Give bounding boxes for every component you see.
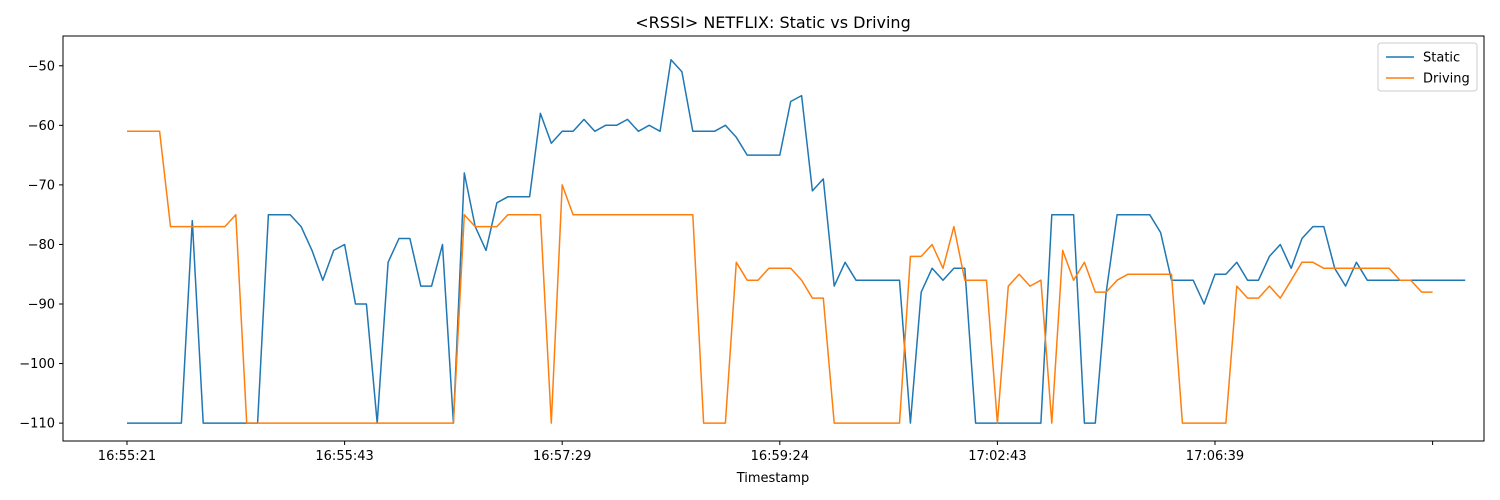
y-tick-label: −110 [19,417,55,432]
chart-title: <RSSI> NETFLIX: Static vs Driving [635,13,910,32]
series-line-static [127,59,1466,424]
y-tick-label: −100 [19,357,55,372]
x-tick-label: 16:55:43 [315,449,373,464]
y-tick-label: −60 [28,119,55,134]
y-axis: −110 −100 −90 −80 −70 −60 −50 [19,59,63,432]
legend-box [1377,42,1478,92]
x-tick-label: 17:02:43 [968,449,1026,464]
x-axis: 16:55:21 16:55:43 16:57:29 16:59:24 17:02:43… [98,441,1434,464]
series-layer [127,59,1466,424]
x-tick-label: 16:57:29 [533,449,591,464]
x-tick-label: 17:06:39 [1186,449,1244,464]
legend-label-static: Static [1423,51,1460,66]
y-tick-label: −90 [28,298,55,313]
x-axis-title: Timestamp [736,471,810,486]
y-tick-label: −70 [28,178,55,193]
plot-frame [62,35,1485,442]
y-tick-label: −80 [28,238,55,253]
legend-label-driving: Driving [1423,72,1470,87]
legend: Static Driving [1377,42,1478,92]
y-tick-label: −50 [28,59,55,74]
x-tick-label: 16:55:21 [98,449,156,464]
series-line-driving [127,130,1433,424]
x-tick-label: 16:59:24 [751,449,809,464]
